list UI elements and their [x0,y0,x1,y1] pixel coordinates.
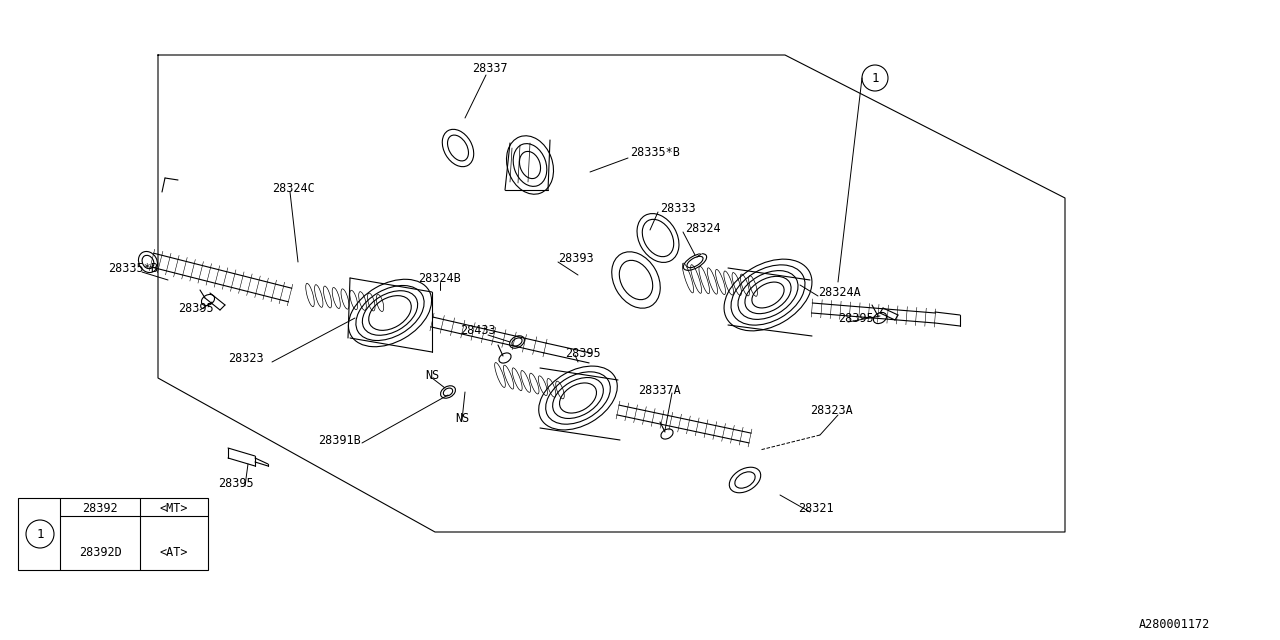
Text: 28324: 28324 [685,221,721,234]
Text: <AT>: <AT> [160,545,188,559]
Text: 1: 1 [36,527,44,541]
Text: <MT>: <MT> [160,502,188,515]
Text: 28321: 28321 [797,502,833,515]
Text: 28395: 28395 [838,312,874,324]
Text: 1: 1 [872,72,879,84]
Text: 28395: 28395 [178,301,214,314]
Text: 28395: 28395 [564,346,600,360]
Text: A280001172: A280001172 [1139,618,1210,630]
Text: 28324B: 28324B [419,271,461,285]
Text: NS: NS [454,412,470,424]
Text: 28433: 28433 [460,323,495,337]
Text: 28337: 28337 [472,61,508,74]
Text: NS: NS [425,369,439,381]
Text: 28323: 28323 [228,351,264,365]
Text: 28392D: 28392D [78,545,122,559]
Text: 28391B: 28391B [317,433,361,447]
Text: 28333: 28333 [660,202,695,214]
Text: 28324A: 28324A [818,285,860,298]
Text: 28392: 28392 [82,502,118,515]
Text: 28395: 28395 [218,477,253,490]
Text: 28324C: 28324C [273,182,315,195]
Bar [18,498,209,570]
Text: 28337A: 28337A [637,383,681,397]
Text: 28335*B: 28335*B [630,145,680,159]
Text: 28323A: 28323A [810,403,852,417]
Text: 28393: 28393 [558,252,594,264]
Text: 28335*B: 28335*B [108,262,157,275]
